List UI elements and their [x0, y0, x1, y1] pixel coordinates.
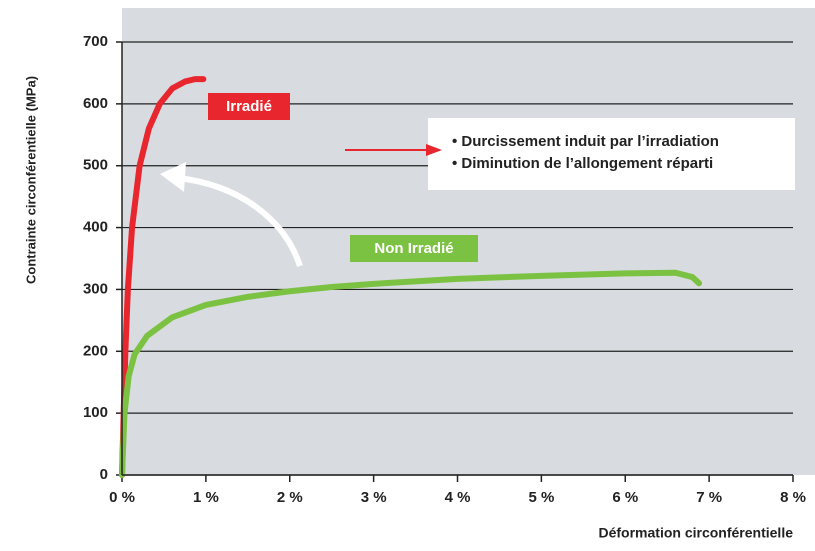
annotation: • Durcissement induit par l’irradiation	[452, 133, 719, 150]
x-tick-label: 2 %	[277, 489, 303, 506]
y-tick-label: 700	[83, 33, 108, 50]
y-tick-label: 300	[83, 280, 108, 297]
x-tick-label: 7 %	[696, 489, 722, 506]
x-tick-label: 1 %	[193, 489, 219, 506]
white-arrow-head	[160, 162, 186, 192]
y-tick-label: 400	[83, 219, 108, 236]
white-arrow	[177, 175, 303, 267]
lines	[119, 76, 703, 478]
series-label: Irradié	[226, 98, 272, 115]
x-axis-label: Déformation circonférentielle	[599, 525, 794, 541]
x-tick-label: 6 %	[612, 489, 638, 506]
x-tick-label: 5 %	[528, 489, 554, 506]
x-tick-label: 4 %	[445, 489, 471, 506]
red-arrow-head	[426, 144, 442, 156]
annotation: • Diminution de l’allongement réparti	[452, 155, 713, 172]
x-tick-label: 8 %	[780, 489, 806, 506]
y-tick-label: 500	[83, 157, 108, 174]
y-tick-label: 100	[83, 404, 108, 421]
y-axis-label: Contrainte circonférentielle (MPa)	[23, 76, 38, 284]
series-label: Non Irradié	[374, 240, 453, 257]
annotation-box	[428, 118, 795, 190]
y-tick-label: 200	[83, 342, 108, 359]
label-box	[208, 93, 290, 120]
y-tick-label: 600	[83, 95, 108, 112]
series-line	[119, 269, 703, 478]
y-tick-label: 0	[100, 466, 108, 483]
x-tick-label: 3 %	[361, 489, 387, 506]
label-box	[350, 235, 478, 262]
series-line	[119, 76, 207, 478]
x-tick-label: 0 %	[109, 489, 135, 506]
